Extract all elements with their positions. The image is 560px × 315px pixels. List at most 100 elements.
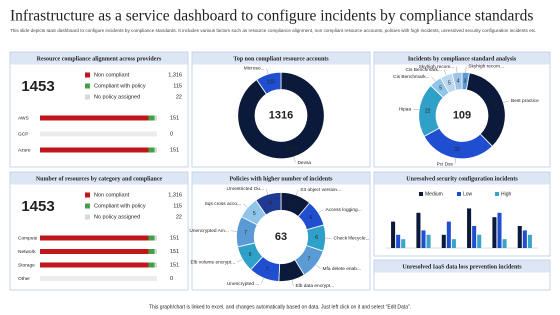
slice-label: Unencrypted ... bbox=[227, 281, 260, 287]
panel-title: Unresolved security configuration incide… bbox=[406, 176, 518, 182]
bar bbox=[401, 239, 406, 248]
bar-segment bbox=[148, 262, 155, 268]
slice-label: Check lifecycle... bbox=[334, 236, 370, 242]
bar-segment bbox=[148, 235, 155, 241]
slice-value: 125 bbox=[267, 80, 276, 86]
bar bbox=[527, 234, 532, 248]
row-label: Network bbox=[18, 249, 36, 255]
big-number: 1453 bbox=[21, 78, 54, 95]
bar bbox=[467, 208, 472, 248]
slice-label: Microso... bbox=[244, 66, 265, 72]
legend-label: Compliant with policy bbox=[94, 203, 146, 209]
row-total: 151 bbox=[170, 147, 179, 153]
leader-line bbox=[454, 158, 456, 165]
footer: This graph/chart is linked to excel, and… bbox=[149, 304, 411, 310]
legend-label: No policy assigned bbox=[94, 214, 140, 220]
bar bbox=[517, 226, 522, 248]
slice-value: 6 bbox=[269, 200, 272, 206]
legend-value: 1,316 bbox=[168, 72, 182, 78]
bar-segment bbox=[154, 147, 157, 153]
donut-slice bbox=[256, 71, 282, 95]
description: This slide depicts IaaS dashboard to con… bbox=[10, 28, 537, 33]
slice-value: 3 bbox=[464, 78, 467, 84]
panel-title: Resource compliance alignment across pro… bbox=[37, 56, 162, 62]
slice-label: Best practice bbox=[511, 98, 539, 104]
slice-label: Hipaa bbox=[399, 106, 412, 112]
legend-label: Medium bbox=[425, 191, 443, 197]
slice-label: Devsa bbox=[297, 160, 311, 166]
legend-swatch bbox=[85, 192, 90, 198]
bar-segment bbox=[40, 147, 149, 153]
legend-value: 22 bbox=[176, 94, 182, 100]
slice-label: Pci Dss bbox=[437, 162, 454, 168]
legend-value: 115 bbox=[173, 203, 182, 209]
row-label: AWS bbox=[18, 115, 29, 121]
legend-label: Non compliant bbox=[94, 192, 130, 198]
leader-line bbox=[465, 66, 467, 73]
leader-line bbox=[413, 108, 420, 111]
leader-line bbox=[261, 277, 264, 284]
row-label: Compute bbox=[18, 235, 38, 241]
row-label: GCP bbox=[18, 131, 28, 137]
slice-value: 4 bbox=[457, 78, 460, 84]
panel-header bbox=[10, 172, 188, 185]
slice-label: Elb volume encrypt... bbox=[190, 260, 235, 266]
row-total: 151 bbox=[170, 115, 179, 121]
bar bbox=[497, 212, 502, 248]
description-box: This slide depicts IaaS dashboard to con… bbox=[10, 28, 537, 33]
slice-value: 6 bbox=[249, 252, 252, 258]
legend-swatch bbox=[457, 192, 461, 196]
slice-value: 38 bbox=[492, 103, 498, 109]
row-total: 0 bbox=[170, 131, 173, 137]
panel-title: Unresolved IaaS data loss prevention inc… bbox=[402, 264, 522, 270]
leader-line bbox=[443, 69, 447, 76]
slice-value: 7 bbox=[266, 267, 269, 273]
donut-center: 109 bbox=[453, 109, 471, 121]
bar bbox=[492, 217, 497, 248]
bar-segment bbox=[40, 235, 149, 241]
panel-title: Policies with higher number of incidents bbox=[230, 176, 334, 182]
row-total: 0 bbox=[170, 276, 173, 282]
panel-header bbox=[192, 52, 370, 65]
row-total: 151 bbox=[170, 249, 179, 255]
row-label: Other bbox=[18, 276, 30, 282]
panel-title: Incidents by compliance standard analysi… bbox=[408, 56, 517, 62]
panel-title: Number of resources by category and comp… bbox=[36, 176, 163, 182]
bar bbox=[522, 230, 527, 248]
leader-line bbox=[503, 100, 510, 103]
legend-value: 22 bbox=[176, 214, 182, 220]
leader-line bbox=[265, 188, 269, 195]
donut-center: 1316 bbox=[269, 109, 293, 121]
leader-line bbox=[266, 68, 269, 75]
donut-slice bbox=[451, 71, 463, 91]
panel bbox=[9, 171, 189, 291]
slice-value: 7 bbox=[244, 230, 247, 236]
bar bbox=[426, 234, 431, 248]
slice-label: Unencrypted Am... bbox=[189, 228, 228, 234]
donut-slice bbox=[255, 192, 282, 216]
legend-label: High bbox=[501, 191, 512, 197]
slice-value: 7 bbox=[307, 257, 310, 263]
slice-label: Skyhigh recom... bbox=[468, 64, 504, 70]
legend-label: No policy assigned bbox=[94, 94, 140, 100]
leader-line bbox=[293, 156, 296, 163]
slice-value: 32 bbox=[454, 147, 460, 153]
bar bbox=[451, 239, 456, 248]
donut-center: 63 bbox=[275, 231, 287, 243]
bar-segment bbox=[154, 235, 157, 241]
slice-label: Unrestricted Ou... bbox=[227, 186, 265, 192]
slice-value: 22 bbox=[425, 108, 431, 114]
legend-value: 1,316 bbox=[168, 192, 182, 198]
slice-value: 1191 bbox=[286, 146, 297, 152]
slice-label: Cis Benchmark... bbox=[405, 67, 442, 73]
bar-segment bbox=[148, 115, 155, 121]
legend-label: Compliant with policy bbox=[94, 83, 146, 89]
bar-segment bbox=[148, 249, 155, 254]
leader-line bbox=[315, 264, 321, 269]
bar bbox=[421, 230, 426, 248]
bar-segment bbox=[40, 115, 149, 121]
page-title: Infrastructure as a service dashboard to… bbox=[10, 8, 533, 25]
donut-slice bbox=[237, 71, 325, 160]
legend-swatch bbox=[495, 192, 499, 196]
